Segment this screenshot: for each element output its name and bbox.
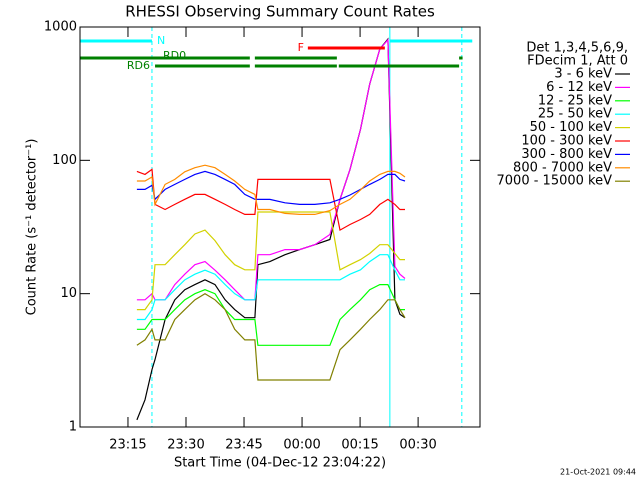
x-tick-label: 23:45 [225,438,262,453]
legend-header: Det 1,3,4,5,6,9, [526,41,628,56]
x-tick-label: 23:30 [167,438,204,453]
legend-label: 25 - 50 keV [538,107,612,122]
flag-label: RD6 [127,59,150,72]
chart-title: RHESSI Observing Summary Count Rates [125,3,435,21]
x-tick-label: 23:15 [109,438,146,453]
plot-frame [79,26,481,428]
series-line [136,211,405,311]
y-axis-label: Count Rate (s⁻¹ detector⁻¹) [25,139,40,316]
series-line [136,168,405,232]
y-tick-label: 1000 [44,20,77,35]
legend-label: 100 - 300 keV [521,134,612,149]
y-tick-label: 1 [69,420,77,435]
x-axis-label: Start Time (04-Dec-12 23:04:22) [174,456,386,471]
x-tick-label: 00:30 [399,438,436,453]
flag-label: N [157,34,165,47]
y-tick-label: 100 [52,153,77,168]
x-tick-label: 00:15 [341,438,378,453]
timestamp: 21-Oct-2021 09:44 [560,468,636,477]
legend-label: 12 - 25 keV [538,93,612,108]
legend-label: 7000 - 15000 keV [497,174,613,189]
series-line [136,292,406,381]
series-line [136,38,406,301]
legend-label: 800 - 7000 keV [513,160,612,175]
series-line [136,164,406,215]
series-line [136,254,405,321]
legend-header: FDecim 1, Att 0 [527,54,628,69]
y-tick-label: 10 [60,286,77,301]
legend-label: 3 - 6 keV [554,67,612,82]
flag-label: RD0 [163,49,186,62]
x-tick-label: 00:00 [283,438,320,453]
flag-label: F [298,41,304,54]
series-line [136,170,406,205]
legend-label: 50 - 100 keV [530,120,613,135]
series-line [136,284,405,346]
legend-label: 300 - 800 keV [521,147,612,162]
legend-label: 6 - 12 keV [546,80,612,95]
